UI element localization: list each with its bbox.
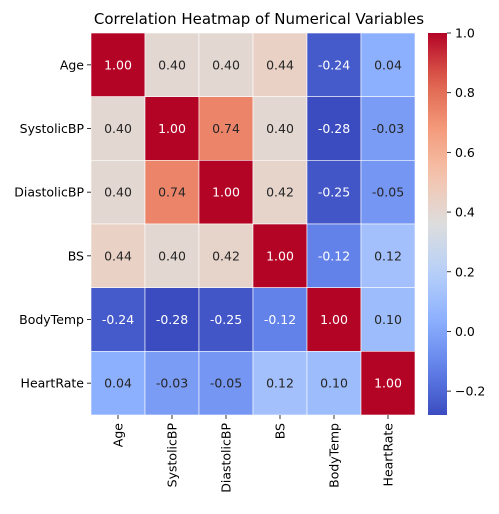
colorbar-tick-label: 0.8 [455, 85, 475, 100]
cell-value-label: 0.12 [374, 248, 402, 263]
heatmap-cell [144, 160, 200, 225]
colorbar-tick-label: −0.2 [455, 384, 485, 399]
cell-value-label: -0.03 [372, 121, 404, 136]
cell-value-label: 1.00 [320, 312, 348, 327]
heatmap-cell [90, 32, 146, 97]
cell-value-label: 0.04 [104, 376, 132, 391]
cell-value-label: 0.42 [266, 185, 294, 200]
cell-value-label: -0.24 [318, 57, 350, 72]
cell-value-label: -0.03 [156, 376, 188, 391]
heatmap-cell [360, 223, 416, 288]
cell-value-label: 1.00 [374, 376, 402, 391]
cell-value-label: 0.74 [158, 185, 186, 200]
cell-value-label: -0.12 [264, 312, 296, 327]
colorbar-tick-label: 0.2 [455, 264, 475, 279]
cell-value-label: 0.10 [320, 376, 348, 391]
cell-value-label: -0.05 [372, 185, 404, 200]
cell-value-label: 0.44 [266, 57, 294, 72]
cell-value-label: -0.28 [318, 121, 350, 136]
heatmap-cell [252, 223, 308, 288]
cell-value-label: 0.04 [374, 57, 402, 72]
heatmap-cell [144, 32, 200, 97]
cell-value-label: 0.12 [266, 376, 294, 391]
y-tick-label: SystolicBP [20, 121, 85, 136]
cell-value-label: 1.00 [104, 57, 132, 72]
heatmap-cell [252, 160, 308, 225]
colorbar-tick-label: 0.0 [455, 324, 475, 339]
cell-value-label: 1.00 [158, 121, 186, 136]
cell-value-label: 0.40 [104, 121, 132, 136]
x-tick-label: HeartRate [381, 423, 396, 487]
cell-value-label: 0.40 [212, 57, 240, 72]
heatmap-cell [306, 160, 362, 225]
heatmap-cell [198, 160, 254, 225]
heatmap-cell [144, 96, 200, 161]
heatmap-cell [360, 287, 416, 352]
cell-value-label: -0.12 [318, 248, 350, 263]
heatmap-cell [360, 351, 416, 416]
cell-value-label: -0.24 [102, 312, 134, 327]
cell-value-label: 0.40 [158, 248, 186, 263]
heatmap-cell [306, 32, 362, 97]
heatmap-cell [360, 160, 416, 225]
heatmap-cell [306, 351, 362, 416]
y-tick-label: HeartRate [21, 376, 85, 391]
x-axis-labels: Age SystolicBP DiastolicBP BS BodyTemp HeartR… [111, 415, 396, 493]
cell-value-label: -0.25 [210, 312, 242, 327]
cell-value-label: -0.28 [156, 312, 188, 327]
y-tick-label: DiastolicBP [14, 185, 84, 200]
cell-value-label: -0.05 [210, 376, 242, 391]
colorbar: 1.0 0.8 0.6 0.4 0.2 0.0 −0.2 [428, 26, 485, 415]
heatmap-cell [90, 160, 146, 225]
colorbar-tick-label: 0.4 [455, 205, 475, 220]
cell-value-label: -0.25 [318, 185, 350, 200]
heatmap-cell [360, 96, 416, 161]
heatmap-cell [360, 32, 416, 97]
heatmap-cells: 1.00 0.40 0.40 0.44 -0.24 0.04 0.40 1.00 0.74 0.4… [90, 32, 416, 416]
heatmap-cell [306, 287, 362, 352]
cell-value-label: 0.42 [212, 248, 240, 263]
heatmap-cell [252, 287, 308, 352]
colorbar-tick-label: 1.0 [455, 26, 475, 41]
cell-value-label: 0.10 [374, 312, 402, 327]
heatmap-cell [306, 223, 362, 288]
cell-value-label: 0.74 [212, 121, 240, 136]
y-axis-labels: Age SystolicBP DiastolicBP BS BodyTemp HeartR… [14, 57, 91, 391]
colorbar-gradient [428, 33, 447, 415]
heatmap-cell [144, 223, 200, 288]
heatmap-cell [90, 223, 146, 288]
heatmap-cell [198, 32, 254, 97]
x-tick-label: DiastolicBP [219, 423, 234, 493]
heatmap-cell [198, 223, 254, 288]
x-tick-label: SystolicBP [165, 423, 180, 488]
cell-value-label: 1.00 [212, 185, 240, 200]
heatmap-cell [252, 96, 308, 161]
y-tick-label: BodyTemp [19, 312, 84, 327]
chart-title: Correlation Heatmap of Numerical Variabl… [94, 10, 424, 28]
x-tick-label: BodyTemp [327, 423, 342, 488]
cell-value-label: 1.00 [266, 248, 294, 263]
x-tick-label: BS [273, 423, 288, 439]
heatmap-cell [198, 287, 254, 352]
cell-value-label: 0.40 [266, 121, 294, 136]
y-tick-label: Age [60, 57, 84, 72]
cell-value-label: 0.40 [104, 185, 132, 200]
cell-value-label: 0.44 [104, 248, 132, 263]
cell-value-label: 0.40 [158, 57, 186, 72]
x-tick-label: Age [111, 423, 126, 447]
heatmap-cell [90, 351, 146, 416]
heatmap-cell [252, 32, 308, 97]
heatmap-cell [90, 287, 146, 352]
y-tick-label: BS [68, 248, 84, 263]
colorbar-tick-label: 0.6 [455, 145, 475, 160]
